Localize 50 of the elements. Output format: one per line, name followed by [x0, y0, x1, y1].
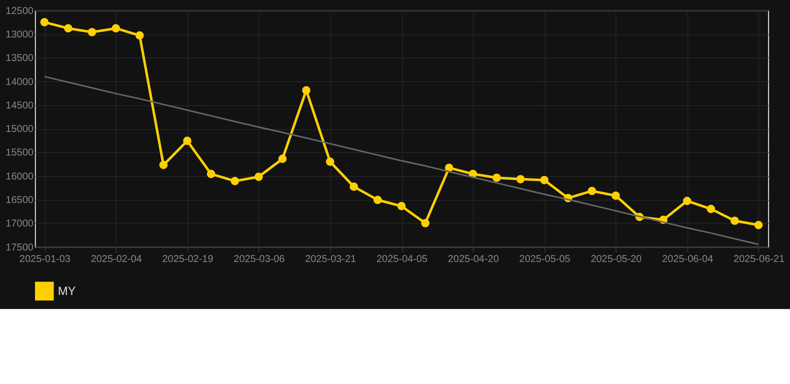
point — [540, 176, 548, 184]
legend-label: MY — [58, 284, 76, 298]
point — [706, 204, 716, 214]
point — [40, 18, 49, 26]
point — [516, 174, 525, 184]
point — [254, 172, 263, 181]
y-tick-label: 15500 — [6, 148, 34, 159]
point — [397, 202, 406, 210]
y-tick-label: 17000 — [6, 218, 34, 230]
point — [588, 186, 596, 196]
x-tick-label: 2025-02-19 — [162, 254, 214, 266]
point — [183, 136, 192, 146]
point — [682, 196, 692, 206]
point — [374, 196, 382, 204]
x-tick-label: 2025-03-06 — [234, 254, 286, 266]
point — [206, 170, 216, 178]
x-tick-label: 2025-06-21 — [734, 254, 785, 266]
x-tick-label: 2025-05-20 — [590, 254, 642, 266]
y-tick-label: 12500 — [6, 6, 34, 17]
point — [421, 218, 430, 228]
x-tick-label: 2025-02-04 — [90, 254, 142, 266]
y-tick-label: 16000 — [6, 171, 34, 182]
point — [492, 174, 501, 182]
line-series — [44, 76, 760, 246]
point — [112, 24, 120, 32]
x-tick-label: 2025-01-03 — [19, 254, 71, 266]
x-tick-label: 2025-04-20 — [448, 254, 500, 266]
point — [754, 220, 763, 230]
point — [302, 86, 310, 94]
point — [159, 160, 168, 170]
point — [64, 24, 72, 32]
point — [612, 192, 620, 200]
point — [135, 31, 144, 40]
y-tick-label: 13500 — [6, 53, 34, 64]
point — [278, 154, 287, 163]
point — [88, 28, 96, 36]
x-tick-label: 2025-06-04 — [662, 254, 714, 266]
y-tick-label: 17500 — [6, 242, 34, 254]
y-tick-label: 14500 — [6, 100, 34, 112]
x-tick-label: 2025-04-05 — [376, 254, 428, 266]
x-tick-label: 2025-05-05 — [519, 254, 571, 266]
x-tick-label: 2025-03-21 — [305, 254, 357, 266]
point — [730, 216, 739, 225]
y-tick-label: 15000 — [6, 124, 34, 136]
y-tick-label: 14000 — [6, 76, 34, 88]
point — [326, 158, 334, 166]
y-tick-label: 13000 — [6, 29, 34, 40]
point — [350, 182, 358, 191]
point — [230, 176, 240, 186]
y-tick-label: 16500 — [6, 194, 34, 206]
